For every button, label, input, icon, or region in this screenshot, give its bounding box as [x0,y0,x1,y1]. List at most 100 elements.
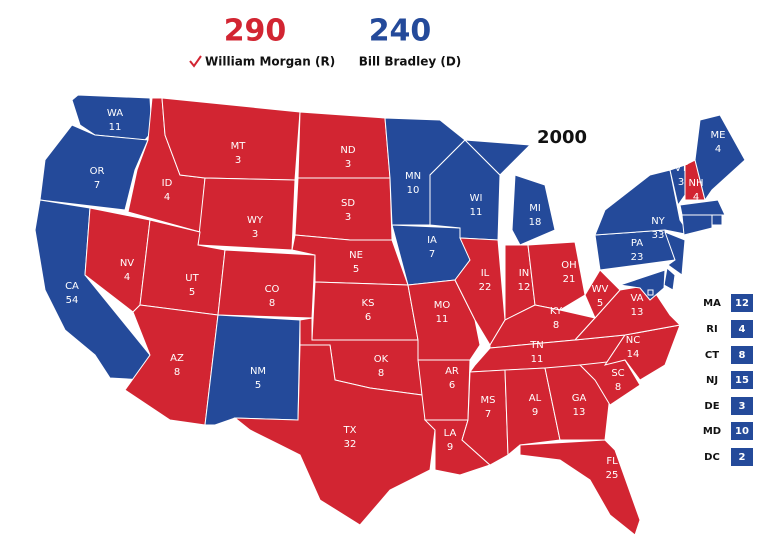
state-votes: 6 [449,380,455,391]
state-abbr: UT [185,273,199,284]
winner-votes: 290 [224,14,287,49]
state-abbr: NM [250,366,266,377]
state [454,237,506,346]
state-votes: 5 [597,298,603,309]
small-state-abbr: MA [703,298,721,309]
state-votes: 7 [485,409,491,420]
small-state-abbr: DC [704,452,720,463]
state-abbr: KY [550,306,563,317]
state-votes: 18 [529,217,542,228]
year: 2000 [537,127,587,148]
state-votes: 23 [631,252,644,263]
state-votes: 4 [693,192,699,203]
state-abbr: VT [675,163,689,174]
state-votes: 12 [518,282,531,293]
state-votes: 8 [378,368,384,379]
small-state-box [731,371,753,389]
state-votes: 4 [164,192,170,203]
state-abbr: SC [611,368,624,379]
state-votes: 54 [66,295,79,306]
state-votes: 7 [429,249,435,260]
state-abbr: KS [362,298,375,309]
state-abbr: IL [481,268,490,279]
state-votes: 7 [94,180,100,191]
state-votes: 22 [479,282,492,293]
state [294,177,393,241]
state-votes: 8 [553,320,559,331]
state-abbr: FL [606,456,618,467]
state-votes: 9 [532,407,538,418]
state [504,367,561,457]
state [619,269,666,301]
small-state-box [731,448,753,466]
state-votes: 33 [652,230,665,241]
state-abbr: OR [90,166,105,177]
state-abbr: ID [162,178,173,189]
state-abbr: NE [349,250,363,261]
small-state-box [731,294,753,312]
state-abbr: WV [592,284,609,295]
state-votes: 14 [627,349,640,360]
state-abbr: TX [343,425,357,436]
state-abbr: VA [630,293,643,304]
state-votes: 8 [174,367,180,378]
state-votes: 13 [631,307,644,318]
state-votes: 3 [345,212,351,223]
small-state-abbr: RI [706,324,717,335]
state [39,124,149,211]
small-state-votes: 12 [735,298,749,309]
small-state-votes: 10 [735,426,749,437]
state-abbr: PA [631,238,643,249]
state-votes: 3 [678,177,684,188]
small-state-box [731,320,753,338]
state [233,344,436,526]
state [544,364,611,441]
small-state-votes: 2 [739,452,746,463]
small-state-box [731,422,753,440]
state [711,214,723,226]
state-abbr: WA [107,108,123,119]
small-state-votes: 3 [739,401,746,412]
state [311,281,419,341]
state-abbr: CO [265,284,280,295]
state-abbr: MS [481,395,496,406]
state [161,97,301,181]
state-abbr: IA [427,235,437,246]
small-state-votes: 4 [739,324,746,335]
state-votes: 5 [189,287,195,298]
state-votes: 11 [436,314,449,325]
state-abbr: OH [561,260,576,271]
state-abbr: GA [572,393,587,404]
small-state-abbr: NJ [706,375,718,386]
state-votes: 4 [715,144,721,155]
state-votes: 11 [531,354,544,365]
state-votes: 11 [109,122,122,133]
state-abbr: MN [405,171,421,182]
state-abbr: WY [247,215,264,226]
state-votes: 3 [345,159,351,170]
state-votes: 8 [615,382,621,393]
state-abbr: CA [65,281,79,292]
state [519,439,641,536]
runner-votes: 240 [369,14,432,49]
small-state-votes: 15 [735,375,749,386]
state-abbr: AL [529,393,542,404]
state [197,177,296,251]
state [573,284,682,341]
state-abbr: ND [340,145,355,156]
state-abbr: LA [444,428,457,439]
state-abbr: MI [529,203,541,214]
state-votes: 10 [407,185,420,196]
state-votes: 5 [255,380,261,391]
check-mark [189,55,202,68]
state [663,267,676,291]
states [34,94,746,536]
state-abbr: NC [626,335,640,346]
state-abbr: TN [529,340,544,351]
state-abbr: OK [374,354,389,365]
state-votes: 8 [269,298,275,309]
small-state-abbr: DE [704,401,719,412]
state-abbr: IN [519,268,529,279]
